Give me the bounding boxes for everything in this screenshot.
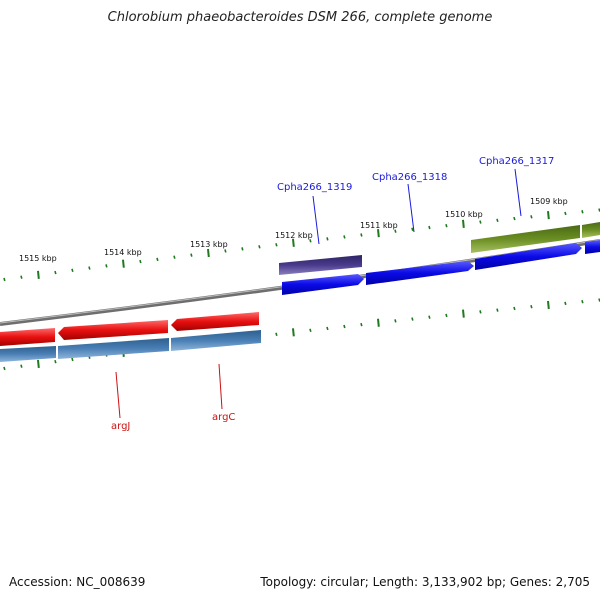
upper-tick-3: [54, 270, 57, 275]
upper-tick-24: [411, 227, 414, 232]
gene-label-cpha1319[interactable]: Cpha266_1319: [277, 182, 352, 193]
upper-tick-14: [241, 247, 244, 251]
gene-label-cpha1317[interactable]: Cpha266_1317: [479, 156, 554, 167]
genome-summary-text: Topology: circular; Length: 3,133,902 bp…: [260, 575, 590, 589]
callout-line-argJ: [115, 371, 121, 419]
lower-tick-26: [445, 313, 448, 318]
lower-tick-22: [377, 318, 380, 327]
lower-tick-32: [547, 300, 550, 310]
upper-tick-22: [377, 229, 380, 238]
upper-tick-13: [224, 249, 227, 253]
cds-arrow-cpha1316[interactable]: [585, 240, 600, 254]
lower-tick-30: [513, 306, 516, 311]
lower-tick-29: [496, 308, 499, 312]
gene-label-cpha1318[interactable]: Cpha266_1318: [372, 172, 447, 183]
callout-line-cpha1319: [312, 195, 320, 245]
upper-tick-23: [394, 229, 397, 233]
lower-tick-27: [462, 309, 465, 318]
lower-tick-21: [360, 322, 363, 327]
lower-tick-2: [37, 359, 40, 369]
gene-feature-cpha1316[interactable]: [582, 222, 600, 238]
lower-tick-4: [71, 357, 74, 362]
lower-tick-19: [326, 326, 329, 331]
map-title: Chlorobium phaeobacteroides DSM 266, com…: [107, 10, 493, 25]
upper-tick-6: [105, 264, 108, 268]
upper-tick-9: [156, 257, 159, 262]
upper-tick-26: [445, 223, 448, 228]
upper-tick-2: [37, 270, 40, 279]
ruler-label-1510: 1510 kbp: [445, 210, 483, 219]
callout-line-cpha1318: [407, 183, 415, 233]
cds-arrow-argJ[interactable]: [58, 320, 168, 340]
accession-text: Accession: NC_008639: [9, 575, 146, 589]
cds-arrow-cpha1319[interactable]: [282, 274, 364, 295]
ruler-label-1514: 1514 kbp: [104, 248, 142, 257]
gene-label-argC[interactable]: argC: [212, 412, 235, 423]
lower-tick-18: [309, 328, 312, 333]
lower-tick-20: [343, 324, 346, 329]
upper-tick-0: [3, 277, 6, 282]
upper-tick-10: [173, 255, 176, 259]
callout-line-argC: [218, 363, 223, 410]
upper-tick-5: [88, 266, 91, 270]
cds-arrow-cpha1318[interactable]: [366, 261, 474, 285]
upper-tick-31: [530, 215, 533, 219]
gene-feature-argC[interactable]: [171, 330, 261, 351]
gene-feature-argJ[interactable]: [58, 338, 169, 359]
upper-tick-12: [207, 248, 210, 258]
upper-tick-32: [547, 211, 550, 220]
upper-tick-1: [20, 275, 23, 279]
ruler-label-1509: 1509 kbp: [530, 197, 568, 206]
upper-tick-16: [275, 243, 278, 247]
upper-ruler-ticks: [3, 208, 600, 282]
cds-arrow-cpha1317[interactable]: [475, 243, 582, 270]
lower-tick-24: [411, 317, 414, 321]
gene-feature-cpha1319[interactable]: [279, 255, 362, 275]
lower-tick-31: [530, 305, 533, 309]
lower-tick-1: [20, 364, 23, 368]
ruler-label-1512: 1512 kbp: [275, 231, 313, 240]
upper-tick-17: [292, 238, 295, 247]
gene-feature-argJ-left[interactable]: [0, 346, 56, 362]
upper-tick-4: [71, 268, 74, 273]
upper-tick-15: [258, 245, 261, 249]
lower-tick-0: [3, 366, 6, 371]
callout-line-cpha1317: [514, 168, 522, 217]
upper-tick-25: [428, 225, 431, 230]
upper-tick-8: [139, 259, 142, 264]
gene-label-argJ[interactable]: argJ: [111, 421, 130, 432]
lower-tick-23: [394, 319, 397, 323]
lower-tick-3: [54, 359, 57, 364]
upper-tick-30: [513, 216, 516, 221]
lower-tick-16: [275, 332, 278, 336]
upper-tick-21: [360, 233, 363, 237]
upper-tick-27: [462, 219, 465, 228]
lower-tick-33: [564, 301, 567, 306]
upper-tick-18: [309, 239, 312, 243]
lower-tick-17: [292, 328, 295, 337]
cds-arrow-argC[interactable]: [171, 312, 259, 331]
ruler-label-1511: 1511 kbp: [360, 221, 398, 230]
lower-tick-25: [428, 315, 431, 319]
cds-arrow-argJ-left[interactable]: [0, 328, 55, 346]
ruler-label-1513: 1513 kbp: [190, 240, 228, 249]
upper-tick-20: [343, 235, 346, 239]
upper-tick-29: [496, 218, 499, 223]
upper-tick-11: [190, 253, 193, 257]
upper-tick-34: [581, 210, 584, 214]
lower-tick-28: [479, 310, 482, 314]
upper-tick-19: [326, 237, 329, 241]
lower-tick-34: [581, 300, 584, 304]
ruler-label-1515: 1515 kbp: [19, 254, 57, 263]
upper-tick-7: [122, 259, 125, 268]
gene-feature-cpha1317[interactable]: [471, 225, 580, 253]
upper-tick-33: [564, 211, 567, 216]
upper-tick-28: [479, 220, 482, 224]
